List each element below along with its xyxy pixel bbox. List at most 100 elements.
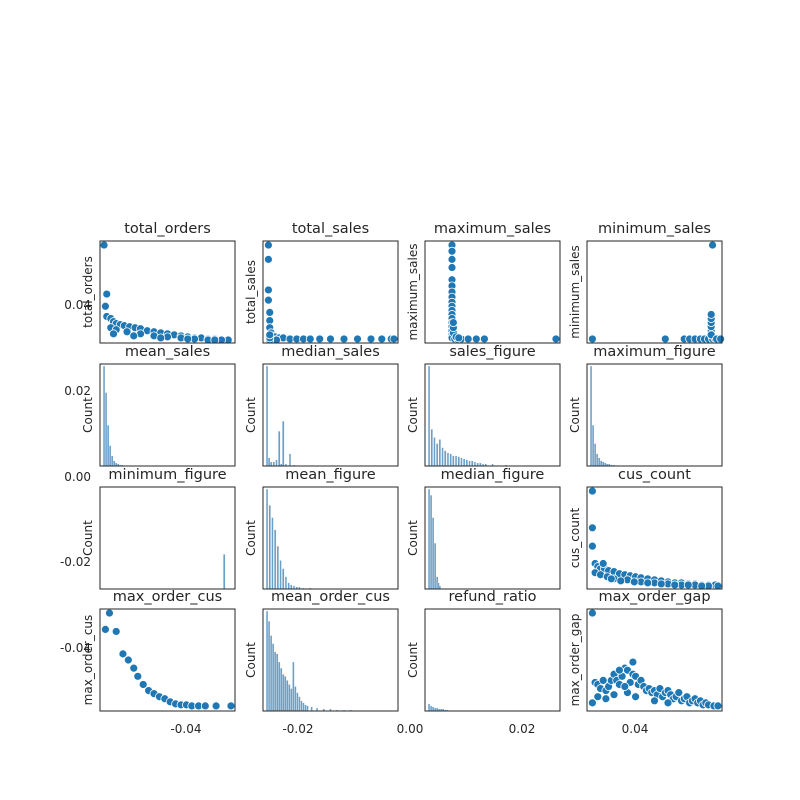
subplot-total-orders: total_orders total_orders (81, 221, 236, 345)
subplot-max-order-gap: max_order_gap max_order_gap (568, 589, 723, 712)
histogram-bar (306, 705, 309, 712)
histogram-bar (105, 392, 108, 467)
y-axis-label: minimum_sales (568, 245, 582, 339)
histogram-bar (444, 450, 447, 467)
subplot-title: sales_figure (449, 344, 535, 360)
scatter-point (377, 334, 387, 344)
histogram-bar (289, 453, 292, 467)
subplot-max-order-cus: max_order_cus max_order_cus (81, 589, 236, 712)
scatter-point (326, 334, 335, 344)
histogram-bar (282, 674, 285, 712)
scatter-point (211, 701, 221, 711)
axes-frame (99, 608, 236, 712)
scatter-point (697, 581, 707, 591)
histogram-bar (284, 676, 287, 712)
histogram-bar (294, 686, 297, 712)
scatter-point (101, 625, 110, 634)
subplot-title: median_sales (281, 344, 380, 360)
scatter-point (129, 663, 139, 673)
scatter-point (601, 694, 611, 704)
scatter-point (708, 240, 717, 250)
x-tick-label: 0.04 (622, 722, 649, 736)
y-axis-label: total_sales (244, 260, 258, 324)
histogram-bar (272, 461, 275, 467)
scatter-point (447, 246, 457, 256)
scatter-point (663, 698, 673, 708)
histogram-bar (268, 457, 271, 467)
axes-frame (99, 486, 236, 590)
subplot-title: maximum_figure (593, 344, 715, 360)
y-tick-label: 0.00 (64, 470, 91, 484)
scatter-point (111, 627, 121, 636)
histogram-bar (473, 461, 476, 467)
scatter-point (660, 334, 670, 344)
subplot-title: total_sales (292, 221, 369, 237)
histogram-bar (282, 568, 285, 590)
scatter-point (315, 334, 325, 344)
histogram-bar (446, 452, 449, 467)
scatter-point (389, 334, 399, 344)
histogram-bar (274, 651, 277, 712)
histogram-bar (266, 365, 269, 467)
scatter-point (650, 696, 659, 706)
subplot-title: mean_figure (285, 467, 376, 483)
scatter-point (305, 334, 315, 344)
scatter-point (183, 334, 193, 344)
scatter-point (716, 334, 726, 344)
subplot-title: max_order_cus (113, 589, 222, 605)
scatter-point (656, 579, 666, 589)
scatter-point (609, 690, 619, 700)
histogram-bar (468, 460, 471, 467)
axes-frame (262, 486, 399, 590)
axes-frame (262, 608, 399, 712)
subplot-median-sales: median_sales Count (244, 344, 399, 467)
histogram-bar (432, 706, 435, 712)
scatter-point (620, 682, 630, 691)
histogram-bar (268, 505, 271, 590)
scatter-point (588, 698, 597, 708)
scatter-point (122, 327, 132, 337)
histogram-bar (274, 529, 277, 590)
histogram-bar (428, 488, 431, 590)
scatter-point (670, 580, 680, 590)
scatter-point (263, 240, 273, 250)
histogram-bar (432, 517, 435, 590)
axes-frame (586, 608, 723, 712)
y-axis-label: Count (244, 397, 258, 433)
scatter-point (683, 580, 693, 590)
scatter-point (628, 657, 638, 667)
histogram-bar (428, 365, 431, 467)
scatter-point (263, 254, 273, 264)
histogram-bar (304, 704, 307, 712)
scatter-point (479, 334, 489, 344)
histogram-bar (103, 365, 106, 467)
scatter-point (138, 680, 148, 689)
histogram-bar (282, 421, 285, 467)
subplot-maximum-sales: maximum_sales maximum_sales (406, 221, 561, 344)
axes-frame (262, 240, 399, 344)
subplot-refund-ratio: refund_ratio Count (406, 589, 561, 712)
subplot-title: total_orders (124, 221, 211, 237)
scatter-point (265, 307, 275, 317)
y-axis-label: cus_count (568, 508, 582, 569)
y-axis-label: Count (568, 397, 582, 433)
histogram-bar (449, 453, 452, 467)
x-tick-label: -0.02 (282, 722, 313, 736)
histogram-bar (298, 696, 301, 712)
axes-frame (424, 486, 561, 590)
subplot-mean-sales: mean_sales Count (81, 344, 236, 467)
histogram-bar (592, 425, 595, 467)
y-tick-label: -0.02 (60, 555, 91, 569)
histogram-bar (302, 702, 305, 712)
histogram-bar (296, 692, 299, 712)
scatter-point (339, 334, 349, 344)
axes-frame (262, 363, 399, 467)
scatter-point (606, 574, 616, 584)
histogram-bar (598, 457, 601, 467)
scatter-point (615, 665, 624, 675)
scatter-point (598, 559, 608, 568)
scatter-point (593, 692, 603, 702)
scatter-point (102, 289, 112, 299)
histogram-bar (465, 459, 468, 467)
